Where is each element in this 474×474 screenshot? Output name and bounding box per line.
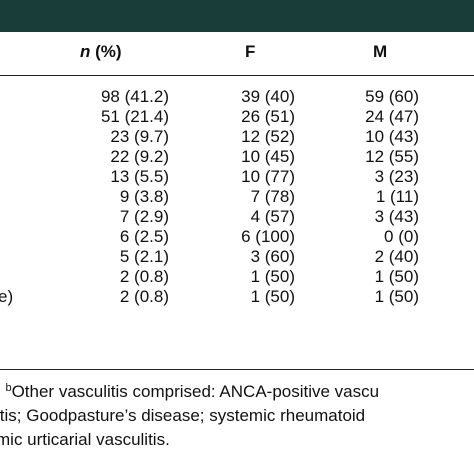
cell-n-percent: 5 (2.1) (119, 247, 169, 266)
cell-n-percent: 2 (0.8) (119, 287, 169, 306)
cell-male: 10 (43) (365, 127, 419, 146)
table-header-row: n (%) F M (0, 32, 474, 75)
cell-female: 7 (78) (250, 187, 295, 206)
cell-n-percent: 51 (21.4) (100, 107, 169, 126)
table-top-rule (0, 75, 474, 76)
column-header-n: n (%) (80, 42, 122, 61)
cell-female: 39 (40) (241, 87, 295, 106)
table-row: 13 (5.5) 10 (77) 3 (23) (0, 167, 474, 187)
table-row: e) 2 (0.8) 1 (50) 1 (50) (0, 287, 474, 307)
footnote-line-1: . bOther vasculitis comprised: ANCA-posi… (0, 382, 380, 401)
cell-male: 24 (47) (365, 107, 419, 126)
cell-n-percent: 22 (9.2) (110, 147, 169, 166)
cell-male: 59 (60) (365, 87, 419, 106)
table-bottom-rule (0, 369, 474, 370)
table-row: 2 (0.8) 1 (50) 1 (50) (0, 267, 474, 287)
cell-male: 1 (50) (374, 287, 419, 306)
cell-female: 1 (50) (250, 287, 295, 306)
cell-female: 3 (60) (250, 247, 295, 266)
column-header-male: M (373, 42, 388, 61)
cell-female: 6 (100) (241, 227, 295, 246)
table-row: 5 (2.1) 3 (60) 2 (40) (0, 247, 474, 267)
footnote-line-2: itis; Goodpasture’s disease; systemic rh… (0, 406, 366, 425)
cell-male: 2 (40) (374, 247, 419, 266)
cell-male: 1 (50) (374, 267, 419, 286)
cell-n-percent: 7 (2.9) (119, 207, 169, 226)
table-header-band (0, 0, 474, 32)
table-body: 98 (41.2) 39 (40) 59 (60) 51 (21.4) 26 (51) 2… (0, 87, 474, 307)
cell-male: 12 (55) (365, 147, 419, 166)
cell-female: 1 (50) (250, 267, 295, 286)
cell-female: 12 (52) (241, 127, 295, 146)
cell-male: 0 (0) (384, 227, 419, 246)
table-row: 6 (2.5) 6 (100) 0 (0) (0, 227, 474, 247)
cell-female: 10 (45) (241, 147, 295, 166)
cell-female: 4 (57) (250, 207, 295, 226)
footnote-line-3: mic urticarial vasculitis. (0, 430, 170, 449)
cell-female: 26 (51) (241, 107, 295, 126)
cell-n-percent: 2 (0.8) (119, 267, 169, 286)
row-label: e) (0, 287, 14, 306)
table-row: 23 (9.7) 12 (52) 10 (43) (0, 127, 474, 147)
table-row: 22 (9.2) 10 (45) 12 (55) (0, 147, 474, 167)
cell-female: 10 (77) (241, 167, 295, 186)
table-footnote: . bOther vasculitis comprised: ANCA-posi… (0, 376, 474, 452)
cell-male: 3 (23) (374, 167, 419, 186)
column-header-female: F (245, 42, 256, 61)
table-row: 51 (21.4) 26 (51) 24 (47) (0, 107, 474, 127)
table-row: 98 (41.2) 39 (40) 59 (60) (0, 87, 474, 107)
table-row: 7 (2.9) 4 (57) 3 (43) (0, 207, 474, 227)
cell-male: 1 (11) (375, 187, 419, 206)
cell-male: 3 (43) (374, 207, 419, 226)
cell-n-percent: 13 (5.5) (110, 167, 169, 186)
table-row: 9 (3.8) 7 (78) 1 (11) (0, 187, 474, 207)
cell-n-percent: 98 (41.2) (100, 87, 169, 106)
cell-n-percent: 6 (2.5) (119, 227, 169, 246)
cell-n-percent: 23 (9.7) (110, 127, 169, 146)
cell-n-percent: 9 (3.8) (119, 187, 169, 206)
